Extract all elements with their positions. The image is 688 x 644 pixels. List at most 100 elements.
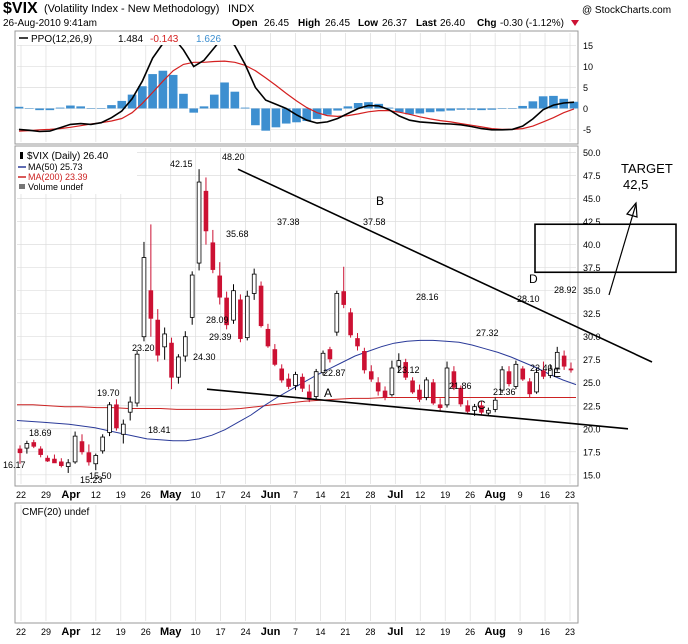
candle-up bbox=[444, 367, 450, 406]
x-tick-label: 9 bbox=[518, 627, 523, 637]
price-value-label: 18.69 bbox=[29, 428, 52, 438]
price-value-label: 21.36 bbox=[493, 387, 516, 397]
x-tick-label: Jun bbox=[261, 489, 281, 501]
ppo-histogram-bar bbox=[518, 105, 527, 109]
candle-up bbox=[231, 290, 236, 321]
last-value: 26.40 bbox=[440, 18, 465, 29]
upper-trendline bbox=[237, 168, 653, 363]
candle-up bbox=[499, 369, 505, 391]
ppo-tick-label: 0 bbox=[583, 104, 588, 114]
price-value-label: 27.32 bbox=[476, 328, 499, 338]
ppo-histogram-bar bbox=[302, 108, 312, 122]
chart-name: (Volatility Index - New Methodology) bbox=[44, 3, 219, 15]
price-value-label: 28.10 bbox=[517, 294, 540, 304]
chg-label: Chg bbox=[477, 18, 496, 29]
candle-up bbox=[162, 333, 167, 348]
candle-down bbox=[382, 390, 388, 398]
candle-up bbox=[389, 367, 395, 396]
price-value-label: 35.68 bbox=[226, 229, 249, 239]
candle-down bbox=[527, 381, 532, 395]
price-tick-label: 20.0 bbox=[583, 424, 601, 434]
candle-down bbox=[86, 452, 92, 463]
target-title: TARGET bbox=[621, 161, 673, 176]
candle-down bbox=[272, 349, 278, 365]
price-tick-label: 17.5 bbox=[583, 447, 601, 457]
candle-up bbox=[513, 363, 519, 387]
ppo-histogram-bar bbox=[107, 105, 116, 109]
price-value-label: 37.58 bbox=[363, 217, 386, 227]
candle-up bbox=[313, 371, 319, 397]
target-arrow bbox=[608, 203, 637, 296]
target-box bbox=[534, 223, 677, 274]
ppo-histogram-bar bbox=[179, 93, 188, 109]
ppo-histogram-bar bbox=[415, 108, 425, 114]
candle-up bbox=[196, 181, 202, 264]
ppo-histogram-bar bbox=[117, 100, 127, 109]
x-tick-label: 26 bbox=[465, 627, 475, 637]
x-tick-label: Apr bbox=[61, 489, 81, 501]
ppo-histogram-bar bbox=[384, 107, 394, 109]
candle-up bbox=[65, 462, 71, 467]
candle-down bbox=[451, 371, 457, 388]
x-tick-label: 10 bbox=[191, 627, 201, 637]
candle-up bbox=[548, 368, 553, 376]
x-tick-label: 26 bbox=[141, 490, 151, 500]
high-value: 26.45 bbox=[325, 18, 350, 29]
ppo-histogram-bar bbox=[261, 108, 270, 131]
ppo-histogram-bar bbox=[251, 108, 260, 126]
candle-down bbox=[238, 299, 243, 339]
candle-down bbox=[17, 448, 23, 454]
last-label: Last bbox=[416, 18, 437, 29]
cmf-panel bbox=[14, 502, 579, 624]
ppo-histogram-bar bbox=[55, 107, 65, 109]
price-tick-label: 22.5 bbox=[583, 401, 601, 411]
candle-up bbox=[244, 295, 250, 339]
x-tick-label: 19 bbox=[116, 627, 126, 637]
candle-down bbox=[375, 382, 381, 392]
price-tick-label: 50.0 bbox=[583, 148, 601, 158]
candle-up bbox=[127, 401, 133, 413]
price-value-label: 21.86 bbox=[449, 381, 472, 391]
price-value-label: 28.09 bbox=[206, 315, 229, 325]
candle-down bbox=[506, 371, 512, 385]
lower-trendline bbox=[206, 388, 629, 430]
x-tick-label: May bbox=[160, 489, 182, 501]
ppo-histogram-bar bbox=[76, 106, 85, 109]
candle-down bbox=[520, 368, 526, 380]
ppo-histogram-bar bbox=[86, 108, 96, 109]
ppo-histogram-bar bbox=[189, 108, 199, 113]
candle-up bbox=[121, 423, 126, 435]
candle-down bbox=[148, 290, 154, 319]
x-tick-label: 16 bbox=[540, 627, 550, 637]
ppo-histogram-bar bbox=[138, 86, 147, 109]
ppo-histogram-bar bbox=[158, 70, 168, 109]
ppo-histogram-bar bbox=[35, 108, 44, 111]
quote-date: 26-Aug-2010 9:41am bbox=[3, 18, 97, 29]
price-tick-label: 40.0 bbox=[583, 240, 601, 250]
candle-down bbox=[79, 441, 85, 453]
ppo-tick-label: 5 bbox=[583, 83, 588, 93]
candle-up bbox=[424, 379, 429, 398]
ppo-histogram-bar bbox=[323, 108, 332, 115]
x-tick-label: 26 bbox=[465, 490, 475, 500]
x-tick-label: 9 bbox=[518, 490, 523, 500]
ppo-histogram-bar bbox=[66, 105, 75, 109]
point-label-a: A bbox=[324, 386, 332, 400]
x-tick-label: Jul bbox=[387, 489, 403, 501]
ppo-histogram-bar bbox=[497, 108, 507, 109]
x-tick-label: 28 bbox=[365, 627, 375, 637]
ppo-legend-value: 1.484 bbox=[118, 34, 143, 45]
x-tick-label: 21 bbox=[340, 490, 350, 500]
candle-down bbox=[417, 389, 422, 400]
x-tick-label: 12 bbox=[415, 627, 425, 637]
price-tick-label: 30.0 bbox=[583, 332, 601, 342]
candle-down bbox=[265, 328, 271, 347]
point-label-c: C bbox=[477, 398, 486, 412]
price-value-label: 23.40 bbox=[530, 363, 553, 373]
down-arrow-icon bbox=[571, 20, 579, 26]
candle-down bbox=[437, 404, 443, 408]
price-value-label: 23.20 bbox=[132, 343, 155, 353]
candle-down bbox=[52, 458, 57, 464]
candle-up bbox=[396, 360, 402, 367]
